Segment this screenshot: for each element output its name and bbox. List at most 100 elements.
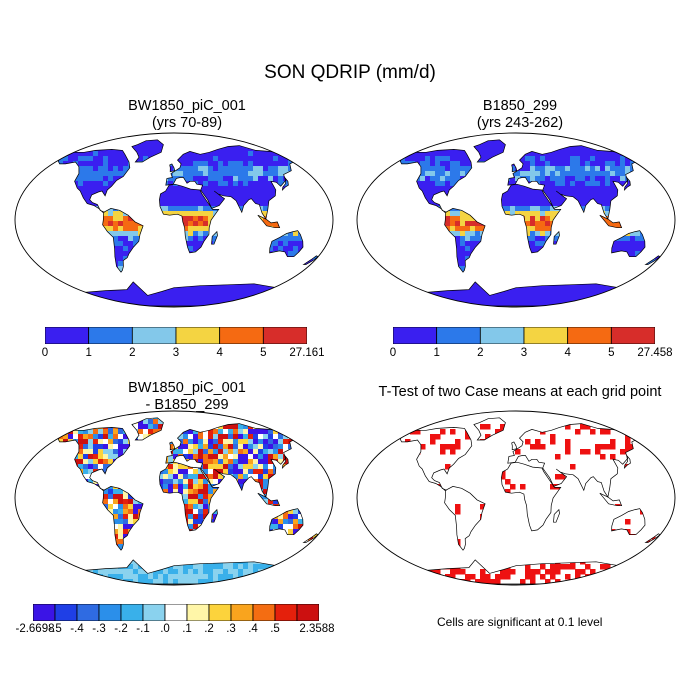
panel3-title-line2: - B1850_299 <box>145 397 229 413</box>
coastline-northAmerica <box>399 149 473 213</box>
map-frame <box>14 132 334 308</box>
colorbar-tick-label: 27.161 <box>289 347 325 359</box>
colorbar-swatch <box>131 327 177 344</box>
map-panel-difference <box>14 410 334 586</box>
coastline-northAmerica <box>57 149 131 213</box>
panel4-title-line1: T-Test of two Case means at each grid po… <box>378 384 662 400</box>
panel1-title: BW1850_piC_001 (yrs 70-89) <box>27 98 347 132</box>
colorbar-swatch <box>120 604 144 621</box>
coastline-northAmerica <box>57 427 131 491</box>
coastline-britain <box>511 441 518 451</box>
colorbar-tick-label: .4 <box>248 623 258 635</box>
map-panel-bw1850 <box>14 132 334 308</box>
colorbar-swatch <box>523 327 569 344</box>
coastline-australia <box>611 508 646 536</box>
coastline-indonesia <box>257 492 281 507</box>
coastline-britain <box>169 163 176 173</box>
colorbar-swatch <box>252 604 276 621</box>
coastline-japan <box>623 176 631 191</box>
colorbar-tick-label: .0 <box>160 623 170 635</box>
colorbar-swatch <box>262 327 307 344</box>
panel1-title-line2: (yrs 70-89) <box>151 115 223 131</box>
colorbar-tick-label: -.4 <box>70 623 84 635</box>
colorbar-tick-label: 3 <box>172 347 180 359</box>
colorbar-swatch <box>567 327 612 344</box>
colorbar-swatch <box>393 327 438 344</box>
coastline-britain <box>511 163 518 173</box>
map-panel-b1850 <box>356 132 676 308</box>
field-cells <box>56 139 319 306</box>
coastline-eurasia <box>165 145 298 220</box>
colorbar-swatch <box>186 604 210 621</box>
colorbar-swatch <box>175 327 221 344</box>
panel3-title-line1: BW1850_piC_001 <box>128 380 246 396</box>
map-frame <box>14 410 334 586</box>
coastline-australia <box>269 508 304 536</box>
coastline-greenland <box>131 139 164 163</box>
field-cells <box>398 139 661 306</box>
coastline-britain <box>169 441 176 451</box>
panel2-title-line1: B1850_299 <box>482 98 558 114</box>
colorbar-swatch <box>54 604 78 621</box>
figure-title: SON QDRIP (mm/d) <box>264 62 436 83</box>
colorbar-tick-label: .2 <box>204 623 214 635</box>
colorbar-swatch <box>208 604 232 621</box>
significance-note: Cells are significant at 0.1 level <box>437 615 603 629</box>
coastline-africa <box>501 183 562 254</box>
colorbar-tick-label: 5 <box>608 347 615 359</box>
coastline-madagascar <box>553 230 560 245</box>
coastline-eurasia <box>507 145 640 220</box>
coastline-japan <box>281 454 289 469</box>
colorbar-tick-label: 2.3588 <box>299 623 335 635</box>
colorbar-tick-label: 27.458 <box>637 347 673 359</box>
colorbar-swatch <box>45 327 90 344</box>
coastline-southAmerica <box>102 208 144 273</box>
colorbar-tick-label: 1 <box>85 347 92 359</box>
colorbar-difference-labels: -2.6698 -.5 -.4 -.3 -.2 -.1 .0 .1 .2 .3 .4 .5 2.3588 <box>15 623 334 637</box>
colorbar-panel1-labels: 0 1 2 3 4 5 27.161 <box>42 347 325 361</box>
coastline-eurasia <box>507 423 640 498</box>
coastline-southAmerica <box>444 486 486 551</box>
colorbar-tick-label: 1 <box>433 347 440 359</box>
colorbar-tick-label: .1 <box>182 623 192 635</box>
coastline-southAmerica <box>102 486 144 551</box>
colorbar-tick-label: .5 <box>270 623 280 635</box>
colorbar-swatch <box>230 604 254 621</box>
colorbar-tick-label: 4 <box>564 347 571 359</box>
coastline-indonesia <box>599 492 623 507</box>
coastline-newzealand <box>644 533 661 543</box>
colorbar-swatch <box>479 327 525 344</box>
field-cells <box>56 417 319 584</box>
coastline-africa <box>501 461 562 532</box>
coastline-indonesia <box>257 214 281 229</box>
colorbar-panel1 <box>45 327 307 344</box>
field-cells <box>398 417 661 584</box>
coastline-greenland <box>473 417 506 441</box>
colorbar-panel2-labels: 0 1 2 3 4 5 27.458 <box>390 347 673 361</box>
colorbar-panel2 <box>393 327 655 344</box>
coastline-greenland <box>473 139 506 163</box>
coastline-australia <box>269 230 304 258</box>
colorbar-tick-label: -.3 <box>92 623 106 635</box>
colorbar-tick-label: 5 <box>260 347 267 359</box>
panel4-title: T-Test of two Case means at each grid po… <box>345 384 695 401</box>
panel1-title-line1: BW1850_piC_001 <box>128 98 246 114</box>
colorbar-tick-label: .3 <box>226 623 236 635</box>
colorbar-swatch <box>274 604 298 621</box>
map-frame <box>356 410 676 586</box>
colorbar-tick-label: 3 <box>520 347 528 359</box>
coastline-madagascar <box>553 508 560 523</box>
colorbar-tick-label: 2 <box>129 347 136 359</box>
coastline-greenland <box>131 417 164 441</box>
coastline-africa <box>159 183 220 254</box>
coastline-madagascar <box>211 508 218 523</box>
panel2-title: B1850_299 (yrs 243-262) <box>360 98 680 132</box>
panel2-title-line2: (yrs 243-262) <box>476 115 564 131</box>
colorbar-swatch <box>436 327 481 344</box>
colorbar-swatch <box>296 604 319 621</box>
colorbar-tick-label: 2 <box>477 347 484 359</box>
coastline-australia <box>611 230 646 258</box>
colorbar-swatch <box>98 604 122 621</box>
colorbar-swatch <box>88 327 133 344</box>
coastline-indonesia <box>599 214 623 229</box>
